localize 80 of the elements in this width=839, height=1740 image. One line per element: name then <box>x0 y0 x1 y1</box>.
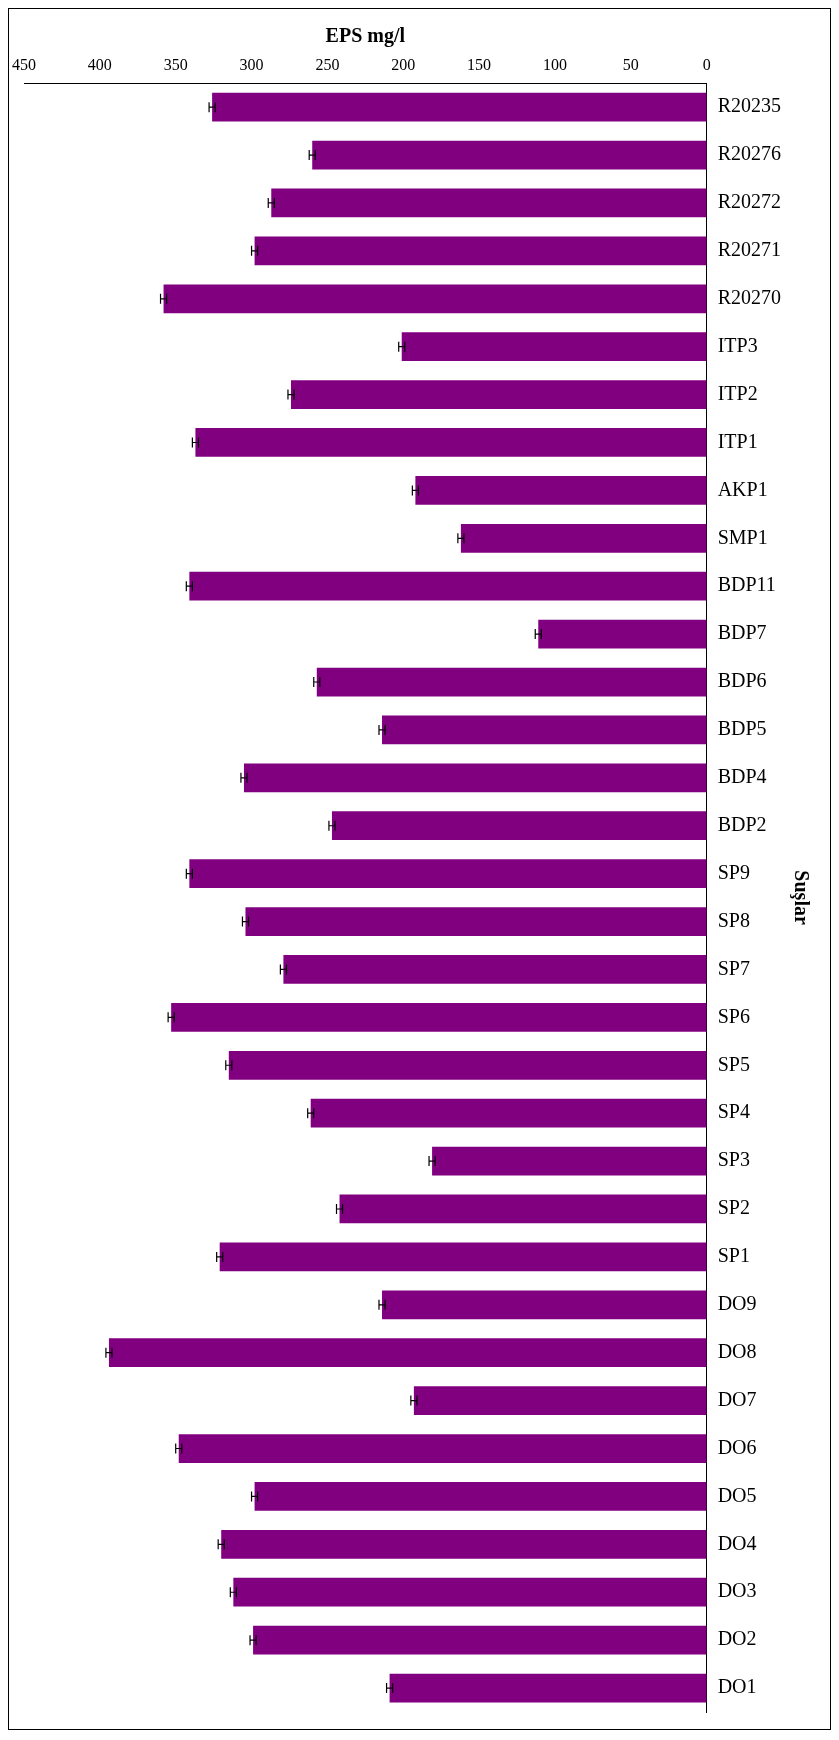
y-tick-label: DO6 <box>717 1435 757 1458</box>
bar <box>212 92 707 122</box>
bar <box>108 1338 707 1368</box>
y-tick-label: DO9 <box>717 1292 757 1315</box>
y-tick-label: SP7 <box>717 956 750 979</box>
x-tick-label: 0 <box>702 55 711 73</box>
bar <box>432 1146 707 1176</box>
bar <box>283 955 707 984</box>
y-tick-label: DO8 <box>717 1339 757 1362</box>
y-tick-label: DO4 <box>717 1531 757 1554</box>
y-tick-label: ITP3 <box>717 333 758 356</box>
y-tick-label: R20276 <box>717 142 781 165</box>
bar <box>254 236 707 266</box>
x-tick-label: 450 <box>12 55 36 73</box>
y-tick-label: BDP2 <box>717 812 767 835</box>
x-tick-label: 300 <box>239 55 264 73</box>
y-tick-label: SP9 <box>717 860 750 883</box>
y-tick-label: SP6 <box>717 1004 750 1027</box>
bar <box>195 428 707 457</box>
bar <box>291 380 707 409</box>
x-tick-label: 200 <box>391 55 416 73</box>
bar <box>254 1482 707 1511</box>
y-tick-label: DO5 <box>717 1483 757 1506</box>
bar <box>221 1529 707 1559</box>
bar <box>382 1290 707 1320</box>
y-tick-label: BDP7 <box>717 621 767 644</box>
y-tick-label: DO7 <box>717 1387 757 1410</box>
bar <box>243 763 707 793</box>
x-axis-title: EPS mg/l <box>325 24 406 48</box>
y-tick-label: DO1 <box>717 1675 757 1698</box>
x-tick-label: 250 <box>315 55 340 73</box>
bar <box>339 1194 707 1224</box>
x-tick-label: 400 <box>87 55 112 73</box>
y-tick-label: BDP5 <box>717 717 767 740</box>
y-tick-label: ITP2 <box>717 381 758 404</box>
x-tick-label: 50 <box>622 55 639 73</box>
y-tick-label: SP4 <box>717 1100 750 1123</box>
y-tick-label: SP1 <box>717 1244 750 1267</box>
x-tick-label: 350 <box>163 55 188 73</box>
bar <box>233 1577 707 1607</box>
y-tick-label: ITP1 <box>717 429 758 452</box>
bar <box>389 1673 707 1703</box>
bar <box>163 284 707 314</box>
bar <box>401 332 707 362</box>
bar <box>310 1098 707 1128</box>
y-tick-label: R20272 <box>717 190 781 213</box>
y-tick-label: R20271 <box>717 238 781 261</box>
bar <box>413 1386 707 1415</box>
x-tick-label: 100 <box>542 55 567 73</box>
bar <box>219 1242 707 1272</box>
bar <box>312 140 707 170</box>
bar <box>316 667 707 697</box>
x-tick-label: 150 <box>467 55 492 73</box>
bar <box>228 1050 707 1080</box>
y-tick-label: BDP11 <box>717 573 776 596</box>
bar <box>382 715 707 745</box>
y-tick-label: SP2 <box>717 1196 750 1219</box>
bar <box>271 188 707 218</box>
bar <box>460 523 707 553</box>
y-tick-label: SMP1 <box>717 525 768 548</box>
y-tick-label: BDP6 <box>717 669 767 692</box>
bar <box>253 1625 707 1655</box>
bar <box>189 571 707 601</box>
y-axis-title: Suşlar <box>789 870 813 925</box>
y-tick-label: AKP1 <box>717 477 768 500</box>
y-tick-label: SP5 <box>717 1052 750 1075</box>
bar <box>331 811 707 841</box>
y-tick-label: SP3 <box>717 1148 750 1171</box>
y-tick-label: DO2 <box>717 1627 757 1650</box>
y-tick-label: R20270 <box>717 286 781 309</box>
bar <box>415 476 707 505</box>
y-tick-label: BDP4 <box>717 765 767 788</box>
bar <box>171 1002 707 1032</box>
y-tick-label: SP8 <box>717 908 750 931</box>
bar <box>178 1434 707 1463</box>
y-tick-label: DO3 <box>717 1579 757 1602</box>
bar <box>245 907 707 936</box>
bar <box>538 619 707 649</box>
bar <box>189 859 707 889</box>
y-tick-label: R20235 <box>717 94 781 117</box>
